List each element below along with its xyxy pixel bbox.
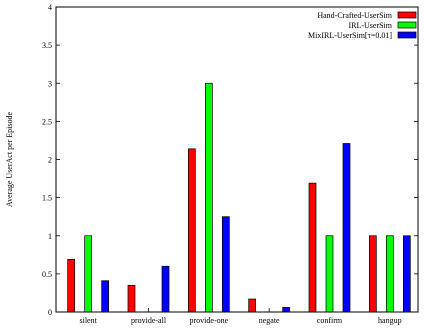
bar-confirm-2 <box>342 143 351 313</box>
bar-confirm-0 <box>308 182 317 313</box>
bar-series <box>67 82 411 313</box>
bar-silent-1 <box>84 235 93 313</box>
bar-provide-all-2 <box>161 265 170 313</box>
y-tick-label: 3 <box>48 79 52 88</box>
y-tick-label: 4 <box>48 3 52 12</box>
y-tick-label: 1 <box>48 232 52 241</box>
y-tick-label: 3.5 <box>42 41 52 50</box>
bar-negate-0 <box>248 298 257 313</box>
bar-silent-2 <box>101 280 110 313</box>
y-tick-label: 2 <box>48 156 52 165</box>
x-tick-label: silent <box>79 316 97 325</box>
y-axis-title: Average UserAct per Episode <box>5 111 14 207</box>
bar-provide-one-2 <box>221 216 230 313</box>
legend-label: Hand-Crafted-UserSim <box>317 11 392 20</box>
bar-silent-0 <box>67 259 76 313</box>
x-tick-label: provide-all <box>131 316 167 325</box>
legend-label: IRL-UserSim <box>348 21 392 30</box>
bar-provide-one-0 <box>187 148 196 313</box>
y-tick-label: 0 <box>48 308 52 317</box>
bar-provide-one-1 <box>204 82 213 313</box>
bar-provide-all-0 <box>127 284 136 313</box>
legend-label: MixIRL-UserSim[τ=0.01] <box>308 31 392 40</box>
bar-confirm-1 <box>325 235 334 313</box>
x-tick-label: hangup <box>378 316 402 325</box>
legend-swatch <box>397 21 417 29</box>
legend-swatch <box>397 31 417 39</box>
y-tick-label: 0.5 <box>42 270 52 279</box>
y-tick-label: 1.5 <box>42 194 52 203</box>
y-axis-ticks: 0 0.5 1 1.5 2 2.5 3 3.5 4 <box>42 3 418 317</box>
legend: Hand-Crafted-UserSimIRL-UserSimMixIRL-Us… <box>308 11 417 40</box>
plot-frame <box>55 6 419 313</box>
bar-hangup-0 <box>368 235 377 313</box>
bar-hangup-1 <box>385 235 394 313</box>
x-tick-label: negate <box>259 316 280 325</box>
x-tick-label: provide-one <box>190 316 229 325</box>
y-tick-label: 2.5 <box>42 117 52 126</box>
legend-swatch <box>397 11 417 19</box>
bar-negate-2 <box>282 307 291 313</box>
bar-hangup-2 <box>402 235 411 313</box>
x-tick-label: confirm <box>317 316 343 325</box>
